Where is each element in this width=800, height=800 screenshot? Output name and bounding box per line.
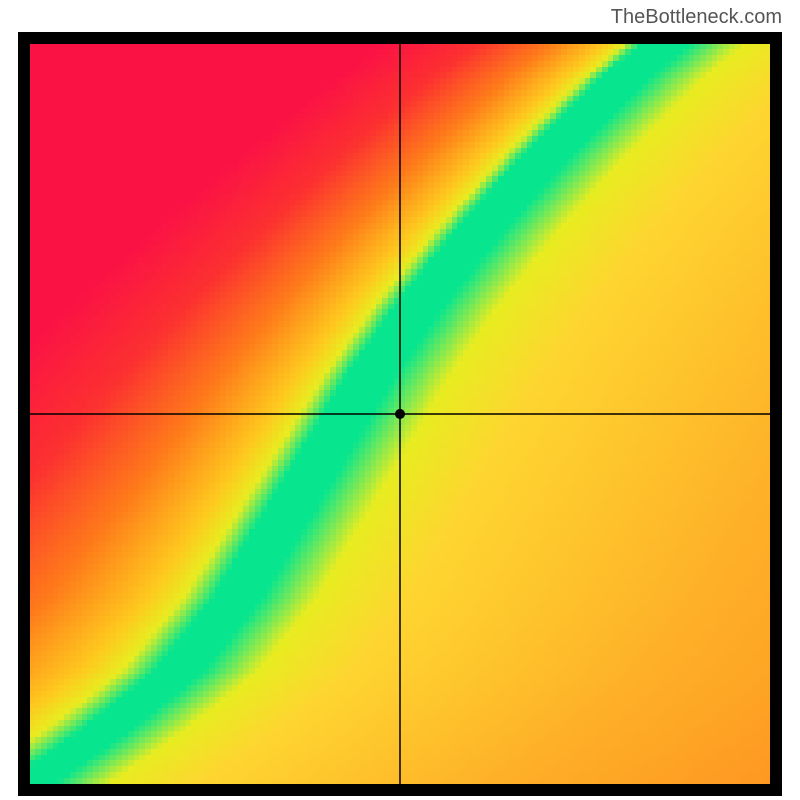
bottleneck-heatmap — [30, 44, 770, 784]
chart-outer-frame — [18, 32, 782, 796]
page-container: TheBottleneck.com — [0, 0, 800, 800]
watermark-text: TheBottleneck.com — [611, 6, 782, 29]
